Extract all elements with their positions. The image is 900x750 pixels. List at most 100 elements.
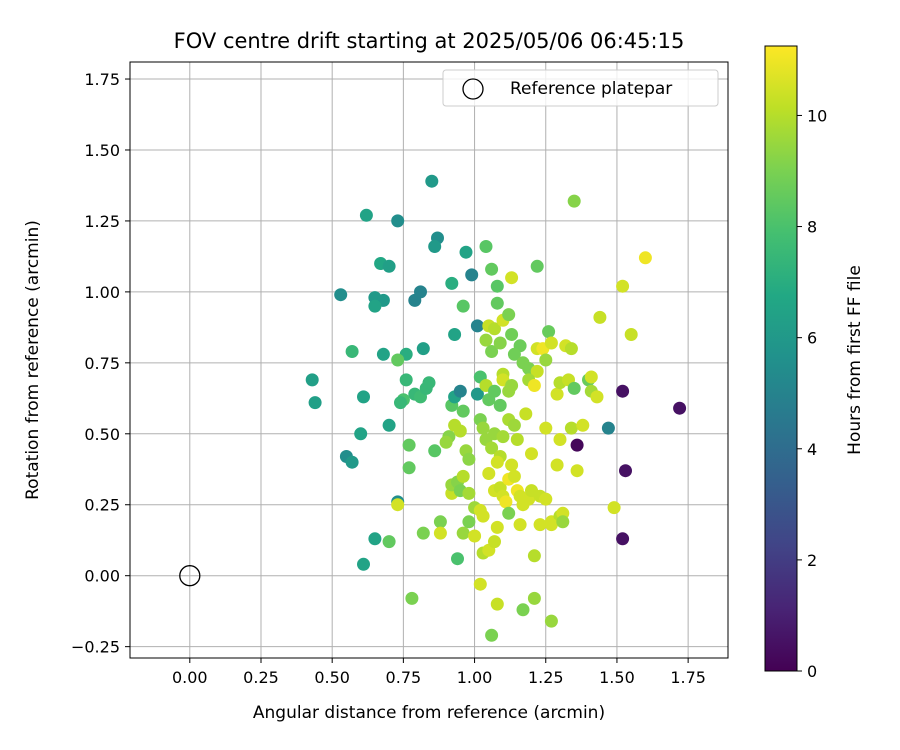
colorbar: 0 2 4 6 8 10 Hours from first FF file — [764, 45, 865, 681]
data-point — [570, 438, 584, 452]
grid — [130, 62, 728, 658]
data-point — [527, 591, 541, 605]
data-point — [499, 495, 513, 509]
data-point — [567, 381, 581, 395]
y-tick-label: −0.25 — [71, 638, 120, 657]
data-point — [570, 464, 584, 478]
data-point — [354, 427, 368, 441]
data-point — [428, 240, 442, 253]
colorbar-tick-label: 0 — [807, 662, 817, 681]
data-point — [542, 325, 556, 339]
y-tick-label: 0.75 — [84, 354, 120, 373]
data-point — [539, 492, 553, 506]
data-point — [382, 418, 396, 432]
data-point — [593, 310, 607, 324]
data-point — [505, 328, 519, 341]
data-point — [357, 557, 370, 571]
data-point — [425, 174, 439, 188]
y-tick-label: 1.75 — [84, 70, 120, 89]
y-tick-label: 0.50 — [84, 425, 120, 444]
colorbar-tick-label: 6 — [807, 329, 817, 348]
data-point — [345, 345, 359, 358]
data-point — [391, 353, 405, 367]
data-point — [422, 376, 436, 390]
data-point — [456, 404, 470, 418]
legend-reference-marker-icon — [462, 78, 484, 100]
data-point — [391, 214, 405, 228]
x-tick-label: 1.25 — [528, 668, 564, 687]
data-point — [476, 509, 490, 523]
colorbar-ticks: 0 2 4 6 8 10 — [797, 106, 827, 681]
colorbar-tick-label: 8 — [807, 218, 817, 237]
data-point — [490, 520, 504, 534]
chart-title: FOV centre drift starting at 2025/05/06 … — [174, 29, 685, 53]
data-point — [616, 532, 630, 546]
data-point — [638, 251, 652, 265]
data-point — [601, 421, 615, 435]
data-point — [527, 379, 541, 392]
data-point — [445, 276, 459, 290]
data-point — [550, 458, 564, 472]
legend: Reference platepar — [442, 69, 719, 107]
data-point — [456, 299, 470, 313]
y-axis-label: Rotation from reference (arcmin) — [23, 220, 43, 500]
data-point — [456, 526, 470, 540]
data-point — [553, 433, 567, 446]
data-point — [433, 515, 447, 529]
data-point — [525, 447, 538, 461]
y-tick-label: 1.00 — [84, 283, 120, 302]
data-point — [485, 345, 499, 358]
data-point — [470, 387, 484, 401]
data-point — [473, 577, 487, 591]
data-point — [459, 245, 473, 259]
data-point — [507, 418, 521, 432]
data-point — [496, 430, 510, 444]
data-point — [502, 308, 516, 322]
data-point — [488, 384, 501, 398]
data-point — [479, 240, 493, 253]
y-tick-label: 1.50 — [84, 141, 120, 160]
data-point — [382, 259, 396, 273]
data-point — [673, 401, 687, 415]
data-point — [530, 259, 544, 273]
data-point — [507, 347, 521, 361]
data-point — [544, 336, 558, 350]
data-point — [345, 455, 359, 469]
colorbar-gradient — [764, 45, 798, 672]
data-point — [513, 518, 527, 532]
data-point — [448, 328, 462, 341]
legend-label: Reference platepar — [510, 79, 672, 99]
data-point — [539, 353, 553, 367]
data-point — [502, 506, 516, 520]
data-point — [485, 441, 499, 455]
data-point — [488, 535, 501, 549]
data-point — [305, 373, 319, 387]
data-point — [616, 384, 630, 398]
data-point — [462, 452, 476, 466]
data-point — [550, 387, 564, 401]
colorbar-tick-label: 2 — [807, 551, 817, 570]
x-tick-label: 1.50 — [599, 668, 635, 687]
data-point — [516, 603, 530, 617]
reference-platepar-marker — [179, 565, 201, 587]
data-point — [527, 549, 541, 563]
data-point — [590, 390, 604, 404]
data-point — [399, 373, 413, 387]
data-point — [391, 498, 405, 512]
data-point — [456, 469, 470, 483]
data-point — [616, 279, 630, 293]
y-tick-label: 0.25 — [84, 496, 120, 515]
x-tick-label: 1.75 — [670, 668, 706, 687]
x-tick-label: 0.25 — [243, 668, 279, 687]
data-point — [490, 296, 504, 310]
data-point — [470, 319, 484, 333]
data-point — [564, 342, 578, 356]
data-point — [308, 396, 322, 410]
data-point — [505, 379, 519, 392]
colorbar-tick-label: 4 — [807, 440, 817, 459]
colorbar-tick-label: 10 — [807, 106, 827, 125]
data-point — [530, 364, 544, 378]
x-tick-label: 0.75 — [386, 668, 422, 687]
data-point — [485, 628, 499, 642]
data-point — [382, 535, 396, 549]
